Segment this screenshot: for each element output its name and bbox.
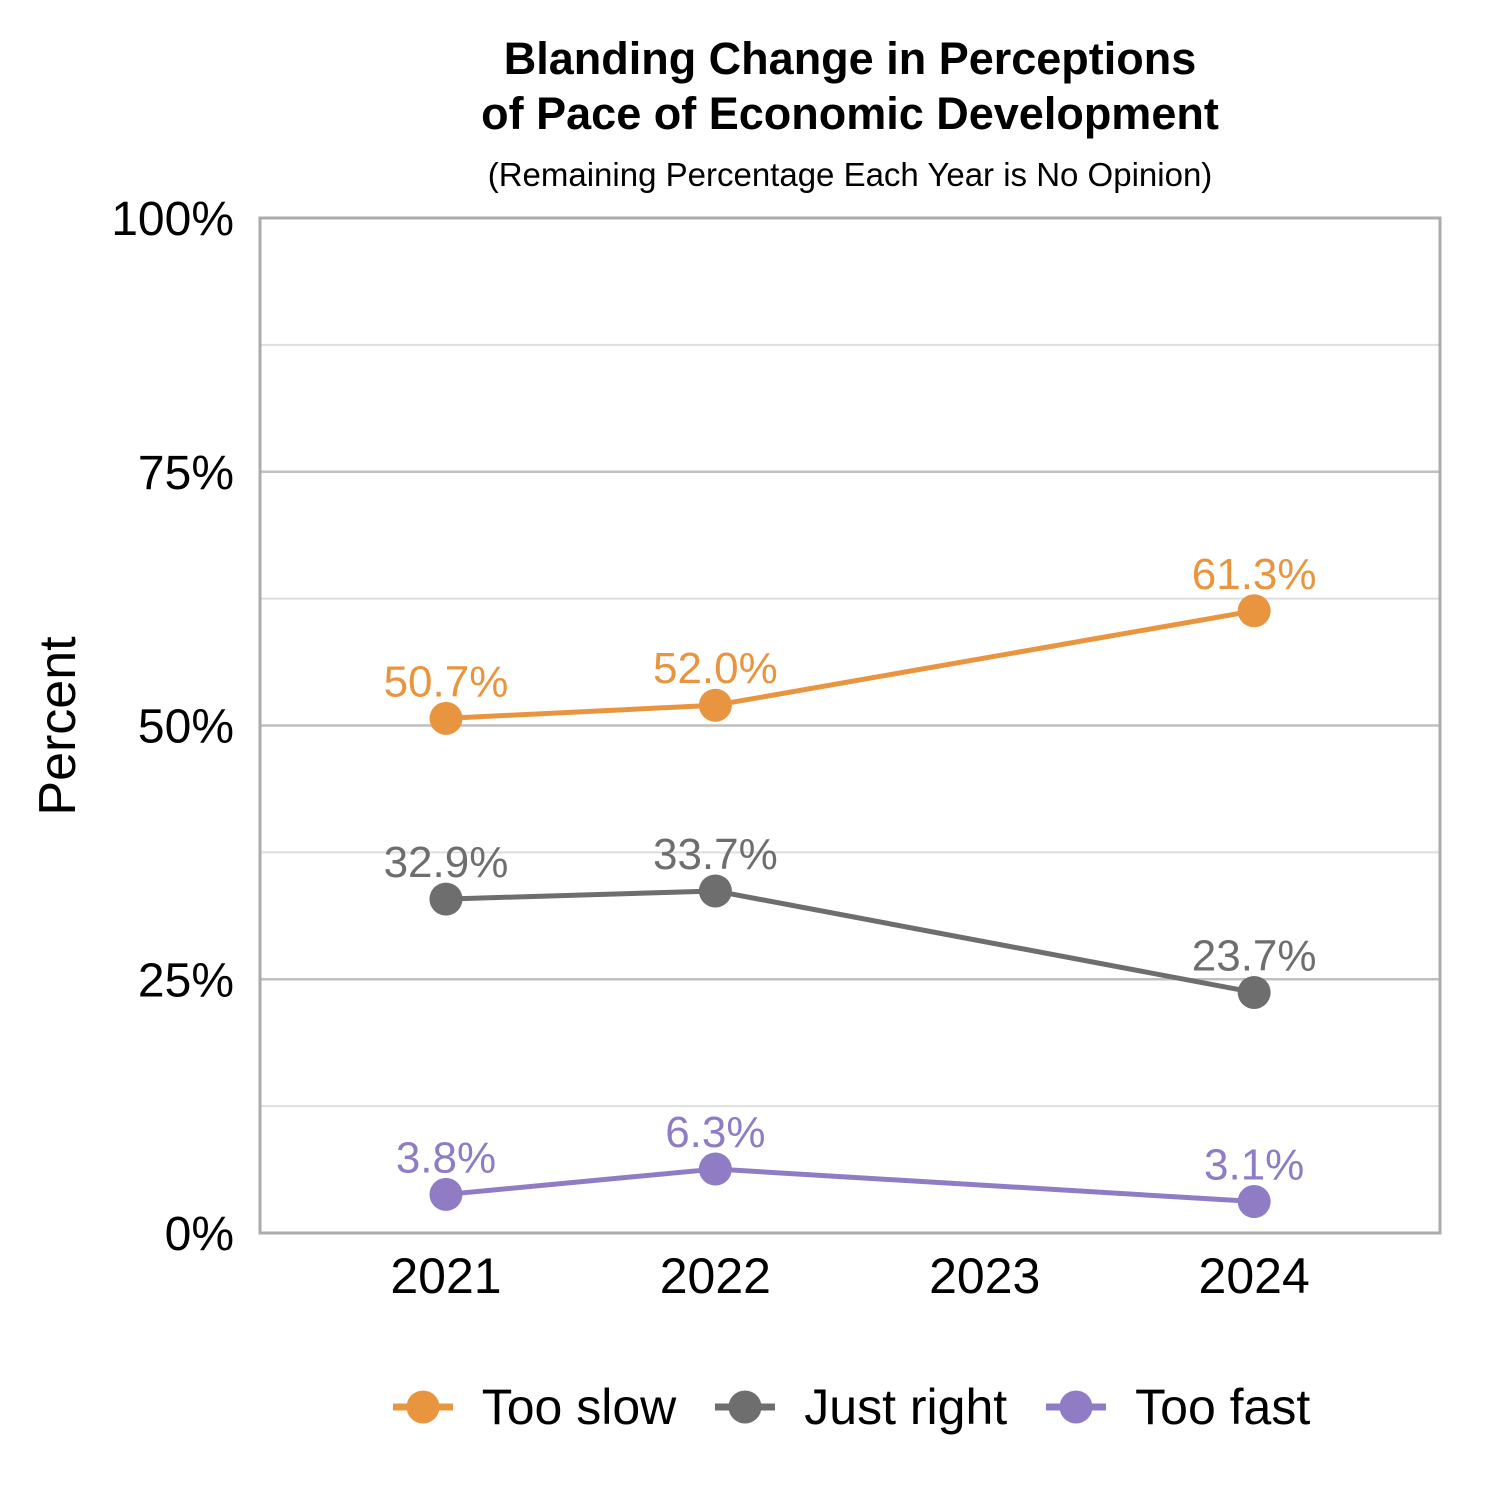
legend-key-too-slow-icon (392, 1390, 453, 1424)
series-too-fast: 3.8% 6.3% 3.1% (396, 1108, 1304, 1219)
x-tick-label: 2023 (929, 1248, 1040, 1304)
data-point-just-right (1237, 975, 1271, 1009)
data-label-too-fast: 6.3% (665, 1108, 765, 1157)
data-point-just-right (698, 874, 732, 908)
plot-svg: 0% 25% 50% 75% 100% 2021 2022 2023 2024 Percent… (29, 193, 1442, 1304)
y-tick-label: 100% (111, 193, 234, 246)
legend-label-too-slow: Too slow (481, 1379, 677, 1435)
data-point-too-fast (698, 1152, 732, 1186)
y-tick-label: 25% (138, 954, 234, 1007)
data-label-too-slow: 52.0% (653, 644, 778, 693)
y-tick-label: 0% (165, 1208, 234, 1261)
data-point-too-slow (429, 701, 463, 735)
legend-key-too-fast-icon (1046, 1390, 1107, 1424)
x-tick-label: 2021 (390, 1248, 501, 1304)
data-label-just-right: 32.9% (384, 838, 509, 887)
series-too-slow: 50.7% 52.0% 61.3% (384, 550, 1317, 735)
legend-label-too-fast: Too fast (1135, 1379, 1311, 1435)
data-point-too-fast (1237, 1185, 1271, 1219)
x-axis-tick-labels: 2021 2022 2023 2024 (390, 1248, 1309, 1304)
series-just-right: 32.9% 33.7% 23.7% (384, 830, 1317, 1009)
legend-key-just-right-icon (715, 1390, 776, 1424)
legend-label-just-right: Just right (804, 1379, 1008, 1435)
data-label-just-right: 33.7% (653, 830, 778, 879)
series-layer: 50.7% 52.0%61.3%32.9% 33.7%23.7%3.8%6.3%3.… (384, 550, 1317, 1219)
y-axis-title: Percent (29, 636, 87, 816)
legend: Too slow Just right Too fast (260, 1378, 1440, 1436)
legend-item-too-fast: Too fast (1043, 1378, 1310, 1436)
x-tick-label: 2024 (1199, 1248, 1310, 1304)
y-axis-tick-labels: 0% 25% 50% 75% 100% (111, 193, 234, 1261)
data-point-too-slow (1237, 594, 1271, 628)
chart-header: Blanding Change in Perceptions of Pace o… (260, 32, 1440, 194)
y-tick-label: 75% (138, 447, 234, 500)
data-label-too-fast: 3.8% (396, 1133, 496, 1182)
x-tick-label: 2022 (660, 1248, 771, 1304)
data-point-just-right (429, 882, 463, 916)
minor-gridlines (261, 343, 1439, 1108)
chart-subtitle: (Remaining Percentage Each Year is No Op… (487, 155, 1213, 193)
data-label-just-right: 23.7% (1192, 931, 1317, 980)
data-label-too-slow: 50.7% (384, 657, 509, 706)
panel-border (258, 216, 1442, 1235)
data-label-too-slow: 61.3% (1192, 550, 1317, 599)
legend-item-too-slow: Too slow (390, 1378, 677, 1436)
chart-title: Blanding Change in Perceptions of Pace o… (481, 33, 1219, 139)
data-point-too-slow (698, 688, 732, 722)
data-label-too-fast: 3.1% (1204, 1141, 1304, 1190)
y-tick-label: 50% (138, 701, 234, 754)
data-point-too-fast (429, 1177, 463, 1211)
legend-item-just-right: Just right (712, 1378, 1007, 1436)
